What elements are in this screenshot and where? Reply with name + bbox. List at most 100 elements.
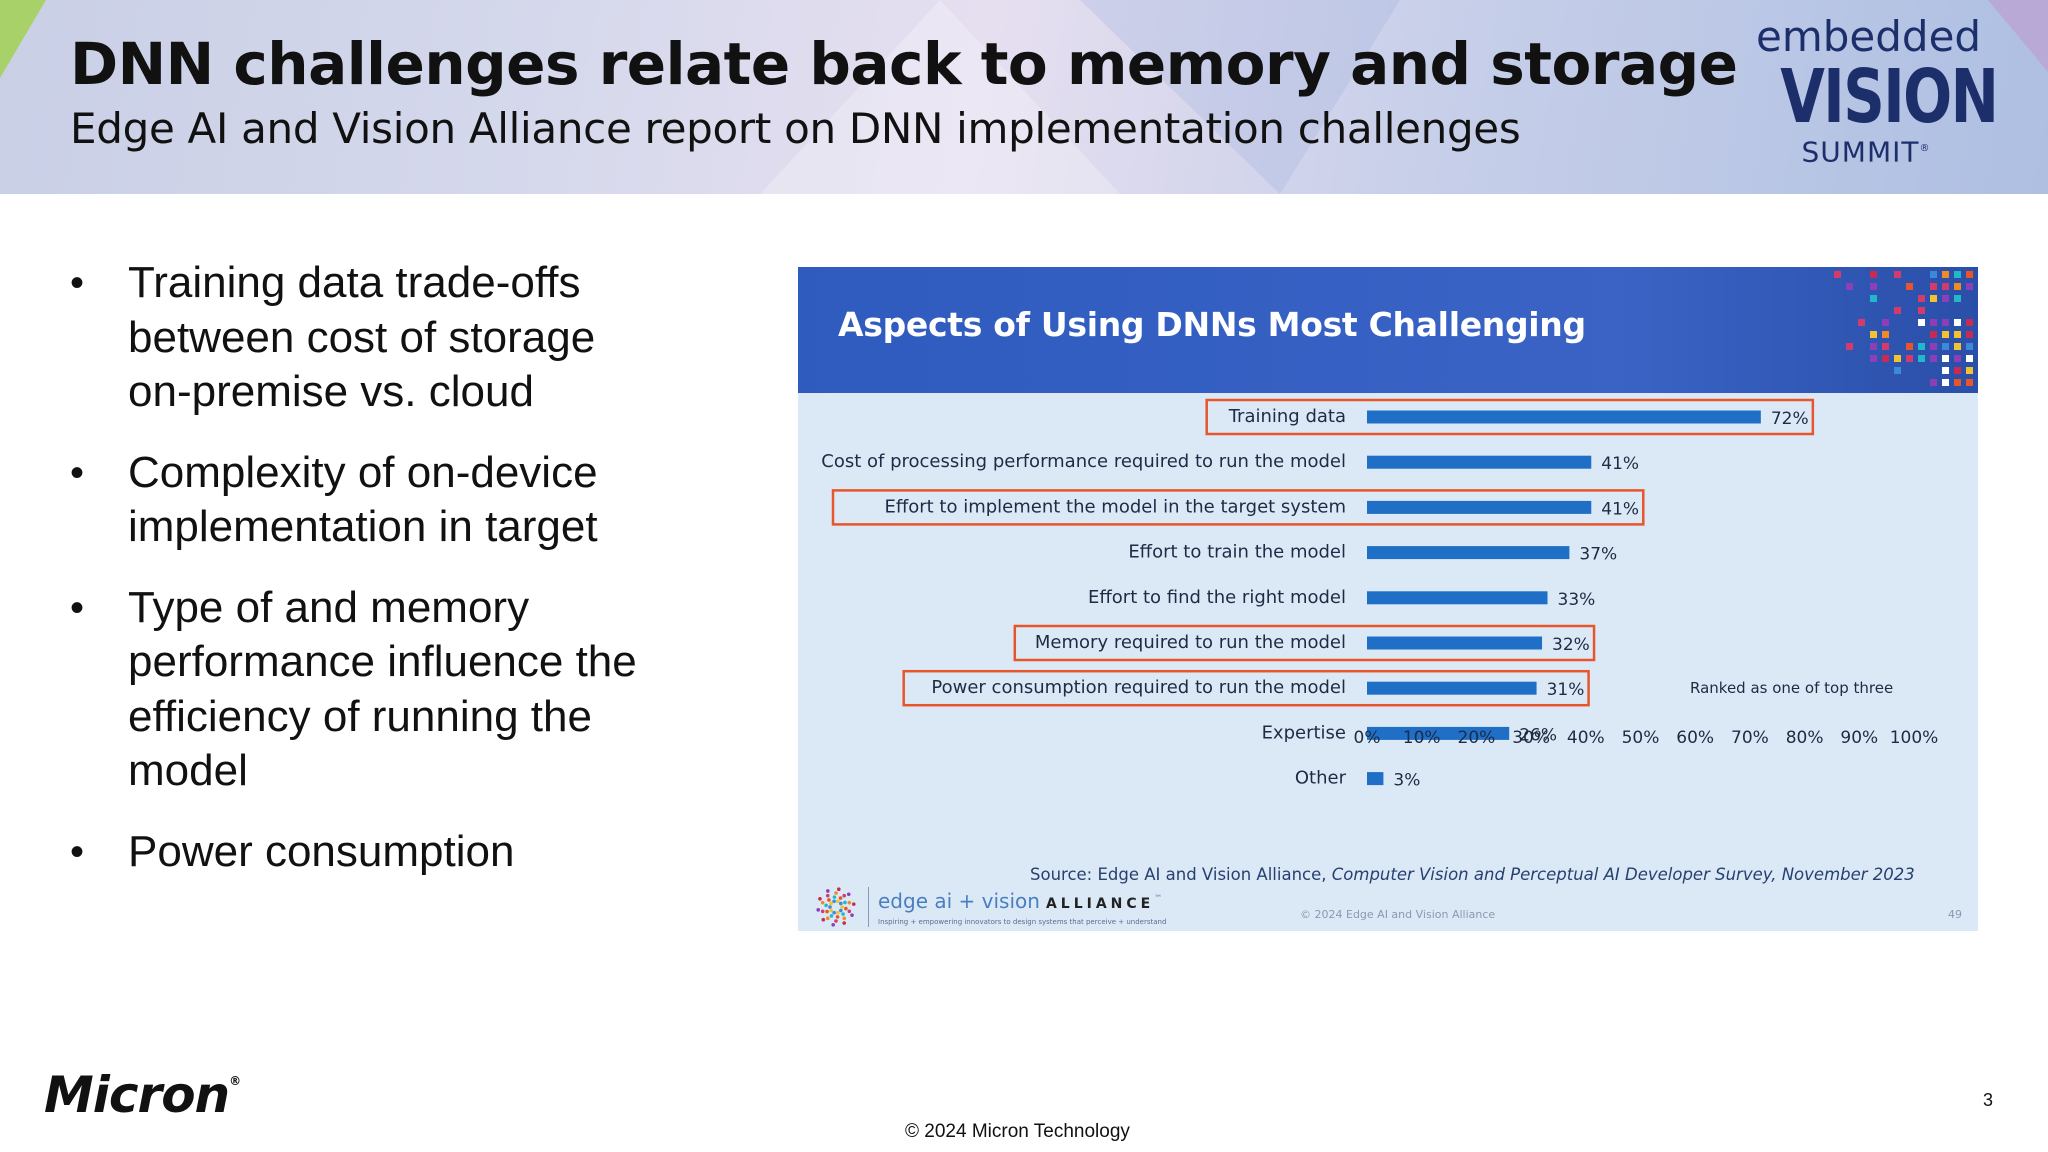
bar	[1367, 681, 1537, 695]
burst-dot	[832, 895, 837, 899]
category-label: Power consumption required to run the mo…	[931, 677, 1346, 698]
mosaic-square	[1942, 343, 1949, 350]
alliance-tagline: Inspiring + empowering innovators to des…	[878, 918, 1167, 926]
mosaic-square	[1930, 355, 1937, 362]
bullet-dot: •	[70, 450, 85, 495]
header-facet	[760, 0, 1120, 194]
header-band: DNN challenges relate back to memory and…	[0, 0, 2048, 194]
burst-dot	[828, 905, 832, 909]
burst-dot	[839, 901, 843, 906]
mosaic-square	[1954, 271, 1961, 278]
mosaic-square	[1870, 271, 1877, 278]
chart-source: Source: Edge AI and Vision Alliance, Com…	[1030, 865, 1915, 884]
burst-dot	[834, 919, 838, 923]
bullet-item: • Type of and memory performance influenc…	[70, 581, 670, 799]
burst-dot	[841, 912, 845, 916]
mosaic-square	[1954, 283, 1961, 290]
alliance-brand: edge ai + vision ALLIANCE™	[878, 889, 1162, 913]
bullet-item: • Complexity of on-device implementation …	[70, 446, 670, 555]
micron-logo: Micron®	[44, 1066, 241, 1124]
mosaic-square	[1870, 355, 1877, 362]
burst-dot	[821, 917, 826, 922]
bullet-text: Complexity of on-device implementation i…	[128, 447, 598, 552]
mosaic-square	[1930, 319, 1937, 326]
mosaic-square	[1834, 271, 1841, 278]
highlight-box	[902, 669, 1590, 707]
burst-dot	[843, 900, 847, 905]
bullet-list: • Training data trade-offs between cost o…	[70, 256, 670, 905]
mosaic-square	[1942, 319, 1949, 326]
chart-page-number: 49	[1948, 908, 1962, 921]
mosaic-square	[1942, 355, 1949, 362]
mosaic-square	[1930, 331, 1937, 338]
mosaic-square	[1954, 379, 1961, 386]
mosaic-square	[1906, 343, 1913, 350]
mosaic-square	[1966, 343, 1973, 350]
burst-dot	[842, 916, 847, 921]
micron-registered-mark: ®	[229, 1074, 241, 1088]
chart-annotation: Ranked as one of top three	[1690, 679, 1893, 697]
burst-dot	[826, 889, 830, 893]
burst-dot	[847, 900, 852, 905]
mosaic-square	[1954, 331, 1961, 338]
chart-title: Aspects of Using DNNs Most Challenging	[838, 305, 1586, 344]
value-label: 26%	[1519, 725, 1557, 745]
bar-chart: Training data 72% Cost of processing perfo…	[821, 398, 1938, 791]
category-label: Other	[1295, 768, 1347, 789]
logo-registered-mark: ®	[1919, 143, 1931, 154]
burst-dot	[851, 902, 856, 906]
footer-copyright: © 2024 Micron Technology	[905, 1121, 1130, 1142]
mosaic-square	[1870, 295, 1877, 302]
slide-subtitle: Edge AI and Vision Alliance report on DN…	[70, 104, 1521, 153]
chart-copyright: © 2024 Edge AI and Vision Alliance	[1300, 908, 1496, 921]
burst-dot	[844, 906, 848, 911]
x-tick-label: 40%	[1567, 728, 1605, 748]
burst-dot	[836, 910, 840, 915]
highlight-box	[1205, 398, 1815, 436]
x-tick-label: 80%	[1786, 728, 1824, 748]
alliance-trademark: ™	[1154, 893, 1163, 903]
burst-dot	[840, 905, 844, 909]
mosaic-square	[1966, 271, 1973, 278]
burst-dot	[816, 908, 821, 912]
mosaic-square	[1870, 283, 1877, 290]
value-label: 41%	[1601, 454, 1639, 474]
x-tick-label: 30%	[1512, 728, 1550, 748]
source-title: Computer Vision and Perceptual AI Develo…	[1331, 865, 1915, 884]
header-facet	[1080, 0, 1400, 194]
mosaic-square	[1954, 295, 1961, 302]
mosaic-square	[1870, 331, 1877, 338]
burst-dot	[827, 898, 831, 902]
category-label: Effort to implement the model in the tar…	[884, 496, 1346, 517]
mosaic-square	[1918, 319, 1925, 326]
mosaic-square	[1954, 319, 1961, 326]
x-tick-label: 60%	[1676, 728, 1714, 748]
value-label: 72%	[1771, 409, 1809, 429]
embedded-vision-summit-logo: embedded VISION SUMMIT®	[1756, 14, 1999, 174]
edge-ai-vision-alliance-logo: edge ai + vision ALLIANCE™ Inspiring + em…	[812, 885, 1212, 931]
chart-image: Aspects of Using DNNs Most Challenging T…	[798, 267, 1978, 931]
bar	[1367, 636, 1543, 650]
burst-dot	[836, 899, 840, 904]
mosaic-square	[1906, 283, 1913, 290]
burst-dot	[839, 908, 843, 913]
mosaic-square	[1954, 355, 1961, 362]
mosaic-square	[1942, 367, 1949, 374]
mosaic-square	[1966, 367, 1973, 374]
bullet-text: Type of and memory performance influence…	[128, 582, 637, 796]
mosaic-square	[1918, 295, 1925, 302]
burst-dot	[834, 891, 838, 895]
mosaic-square	[1918, 343, 1925, 350]
x-tick-label: 0%	[1354, 728, 1381, 748]
mosaic-square	[1942, 271, 1949, 278]
value-label: 37%	[1579, 545, 1617, 565]
logo-summit-text: SUMMIT	[1801, 135, 1920, 169]
mosaic-square	[1906, 355, 1913, 362]
x-tick-label: 10%	[1403, 728, 1441, 748]
burst-dot	[824, 903, 828, 908]
mosaic-square	[1882, 319, 1889, 326]
bullet-dot: •	[70, 585, 85, 630]
burst-dot	[820, 900, 825, 905]
value-label: 3%	[1393, 771, 1420, 791]
logo-line-summit: SUMMIT®	[1756, 134, 1976, 167]
